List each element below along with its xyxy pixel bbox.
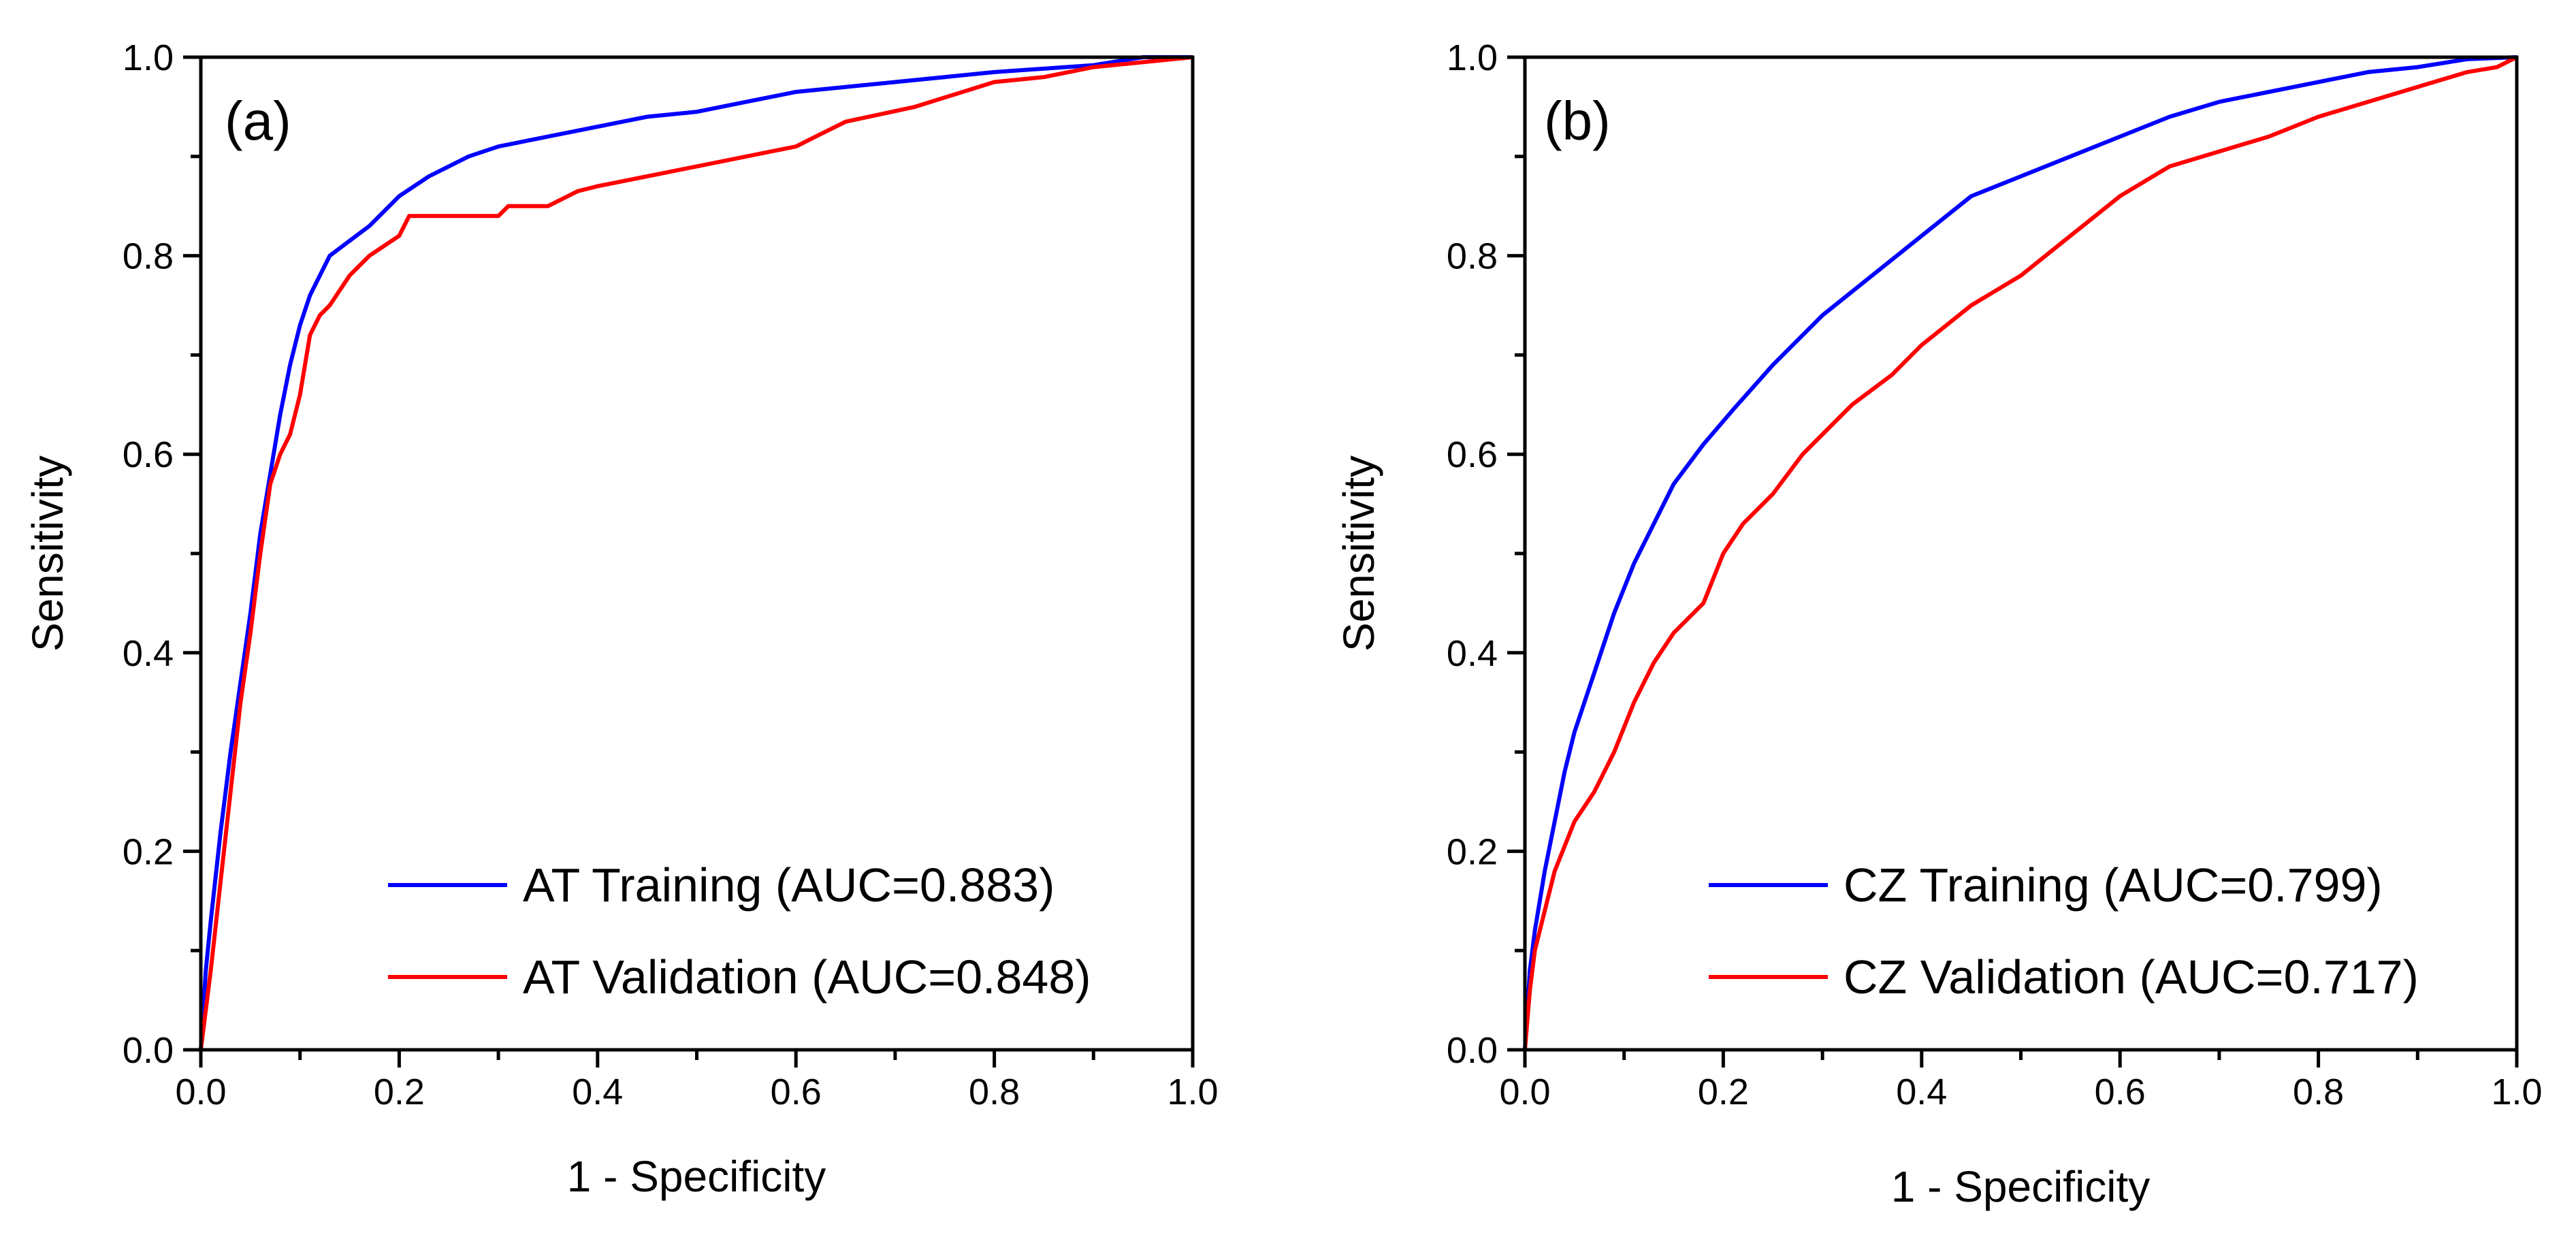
x-axis-title: 1 - Specificity [567, 1152, 826, 1201]
series-line-training [199, 55, 1193, 1050]
x-tick-label: 0.0 [175, 1072, 226, 1112]
y-axis-title: Sensitivity [23, 455, 72, 652]
y-tick-label: 0.2 [123, 831, 174, 872]
x-axis-title: 1 - Specificity [1891, 1162, 2151, 1211]
x-tick-label: 0.8 [969, 1072, 1020, 1112]
y-tick-label: 0.2 [1447, 831, 1498, 872]
panel-b: 0.0 0.2 0.4 0.6 0.8 1.0 0.0 0.2 0.4 0.6 0.8 1.0 1 - … [1334, 37, 2543, 1211]
y-tick-label: 0.8 [123, 236, 174, 277]
x-tick-label: 0.8 [2293, 1072, 2344, 1112]
x-tick-label: 0.2 [374, 1072, 425, 1112]
y-tick-label: 0.6 [123, 434, 174, 475]
panel-a: 0.0 0.2 0.4 0.6 0.8 1.0 0.0 0.2 0.4 0.6 0.8 1.0 1 - … [23, 37, 1219, 1201]
panel-label: (a) [225, 91, 291, 151]
series-line-validation [199, 55, 1193, 1050]
x-tick-label: 1.0 [1167, 1072, 1218, 1112]
x-tick-label: 0.4 [1896, 1072, 1947, 1112]
y-tick-label: 0.6 [1447, 434, 1498, 475]
x-tick-label: 0.0 [1499, 1072, 1550, 1112]
y-tick-label: 0.4 [1447, 633, 1498, 674]
y-tick-label: 1.0 [123, 37, 174, 78]
legend-label-training: AT Training (AUC=0.883) [523, 859, 1054, 912]
x-tick-label: 0.6 [771, 1072, 822, 1112]
y-tick-label: 0.8 [1447, 236, 1498, 277]
legend-label-training: CZ Training (AUC=0.799) [1844, 859, 2383, 912]
series-line-validation [1523, 55, 2518, 1050]
legend-label-validation: CZ Validation (AUC=0.717) [1844, 950, 2419, 1004]
y-tick-label: 0.0 [1447, 1030, 1498, 1071]
x-tick-label: 1.0 [2491, 1072, 2542, 1112]
x-tick-label: 0.2 [1698, 1072, 1749, 1112]
legend-label-validation: AT Validation (AUC=0.848) [523, 950, 1091, 1004]
y-tick-label: 0.0 [123, 1030, 174, 1071]
y-tick-label: 1.0 [1447, 37, 1498, 78]
x-tick-label: 0.4 [572, 1072, 623, 1112]
panel-label: (b) [1544, 91, 1611, 151]
y-tick-label: 0.4 [123, 633, 174, 674]
series-line-training [1523, 55, 2517, 1050]
y-axis-title: Sensitivity [1334, 455, 1383, 652]
x-tick-label: 0.6 [2095, 1072, 2146, 1112]
